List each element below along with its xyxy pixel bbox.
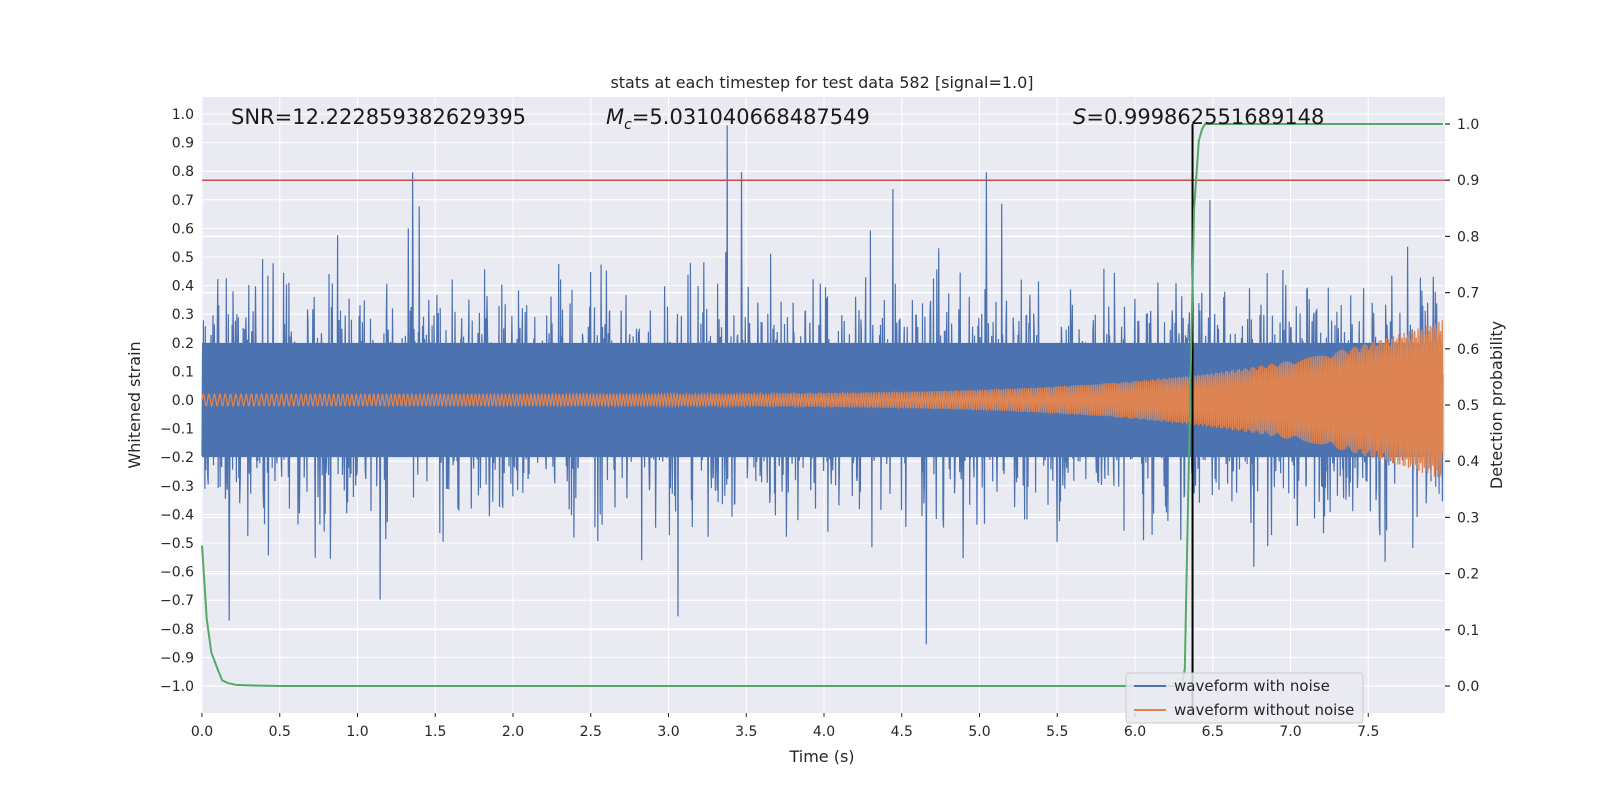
y2-tick-label: 0.9 (1457, 173, 1479, 189)
y-tick-label: −0.4 (160, 507, 194, 523)
y-tick-label: 0.8 (172, 164, 194, 180)
x-axis-ticks: 0.0 0.5 1.0 1.5 2.0 2.5 3.0 3.5 4.0 4.5 5.0 5.5 6.0 6… (191, 713, 1379, 740)
y-tick-label: 0.2 (172, 336, 194, 352)
y-tick-label: −0.2 (160, 450, 194, 466)
x-tick-label: 6.0 (1124, 724, 1146, 740)
y2-axis-ticks: 1.0 0.9 0.8 0.7 0.6 0.5 0.4 0.3 0.2 0.1 0.0 (1445, 117, 1479, 695)
y-tick-label: 1.0 (172, 107, 194, 123)
score-annotation: S=0.999862551689148 (1073, 105, 1324, 129)
y-tick-label: 0.4 (172, 279, 194, 295)
overlay-lines (201, 123, 1445, 713)
x-tick-label: 4.0 (813, 724, 835, 740)
chirp-mass-symbol: M (606, 105, 624, 129)
y-axis-ticks: 1.0 0.9 0.8 0.7 0.6 0.5 0.4 0.3 0.2 0.1 0.0 −0.1 −0.… (160, 107, 194, 695)
y-tick-label: 0.0 (172, 393, 194, 409)
y-tick-label: −0.5 (160, 536, 194, 552)
y2-tick-label: 0.6 (1457, 342, 1479, 358)
y-tick-label: 0.5 (172, 250, 194, 266)
x-tick-label: 2.5 (580, 724, 602, 740)
snr-annotation: SNR=12.222859382629395 (231, 105, 526, 129)
chirp-mass-annotation: Mc=5.031040668487549 (606, 105, 870, 133)
x-tick-label: 0.0 (191, 724, 213, 740)
score-symbol: S (1073, 105, 1086, 129)
y-tick-label: −0.1 (160, 422, 194, 438)
y-tick-label: −0.7 (160, 593, 194, 609)
chirp-mass-value: =5.031040668487549 (632, 105, 870, 129)
y2-tick-label: 0.2 (1457, 567, 1479, 583)
y-tick-label: 0.6 (172, 221, 194, 237)
y-axis-label: Whitened strain (125, 341, 144, 468)
x-tick-label: 5.5 (1046, 724, 1068, 740)
series-waveform-without-noise (201, 320, 1444, 478)
y2-tick-label: 0.3 (1457, 510, 1479, 526)
y-tick-label: 0.3 (172, 307, 194, 323)
x-tick-label: 0.5 (269, 724, 291, 740)
legend: waveform with noise waveform without noi… (1125, 672, 1364, 724)
y2-tick-label: 1.0 (1457, 117, 1479, 133)
y-tick-label: −1.0 (160, 679, 194, 695)
x-tick-label: 6.5 (1202, 724, 1224, 740)
x-tick-label: 7.5 (1357, 724, 1379, 740)
x-tick-label: 4.5 (891, 724, 913, 740)
y-tick-label: −0.3 (160, 479, 194, 495)
legend-box (1125, 672, 1364, 724)
y-tick-label: −0.9 (160, 650, 194, 666)
y-tick-label: 0.9 (172, 136, 194, 152)
chart-title: stats at each timestep for test data 582… (610, 73, 1033, 92)
y2-tick-label: 0.8 (1457, 229, 1479, 245)
x-tick-label: 3.5 (735, 724, 757, 740)
y2-tick-label: 0.1 (1457, 623, 1479, 639)
score-value: =0.999862551689148 (1086, 105, 1324, 129)
legend-label-noise: waveform with noise (1174, 677, 1330, 695)
x-tick-label: 1.5 (424, 724, 446, 740)
y-tick-label: −0.8 (160, 622, 194, 638)
x-tick-label: 2.0 (502, 724, 524, 740)
chirp-mass-subscript: c (624, 117, 632, 133)
waveform-without-noise-line (201, 320, 1444, 478)
y2-tick-label: 0.7 (1457, 286, 1479, 302)
x-tick-label: 5.0 (968, 724, 990, 740)
x-tick-label: 3.0 (657, 724, 679, 740)
y-tick-label: −0.6 (160, 565, 194, 581)
x-tick-label: 1.0 (346, 724, 368, 740)
y2-tick-label: 0.0 (1457, 679, 1479, 695)
y2-tick-label: 0.4 (1457, 454, 1479, 470)
y-tick-label: 0.7 (172, 193, 194, 209)
y2-tick-label: 0.5 (1457, 398, 1479, 414)
legend-label-clean: waveform without noise (1174, 701, 1354, 719)
y-tick-label: 0.1 (172, 364, 194, 380)
y2-axis-label: Detection probability (1487, 321, 1506, 489)
detection-probability-line (201, 123, 1443, 687)
x-tick-label: 7.0 (1279, 724, 1301, 740)
x-axis-label: Time (s) (788, 747, 854, 766)
